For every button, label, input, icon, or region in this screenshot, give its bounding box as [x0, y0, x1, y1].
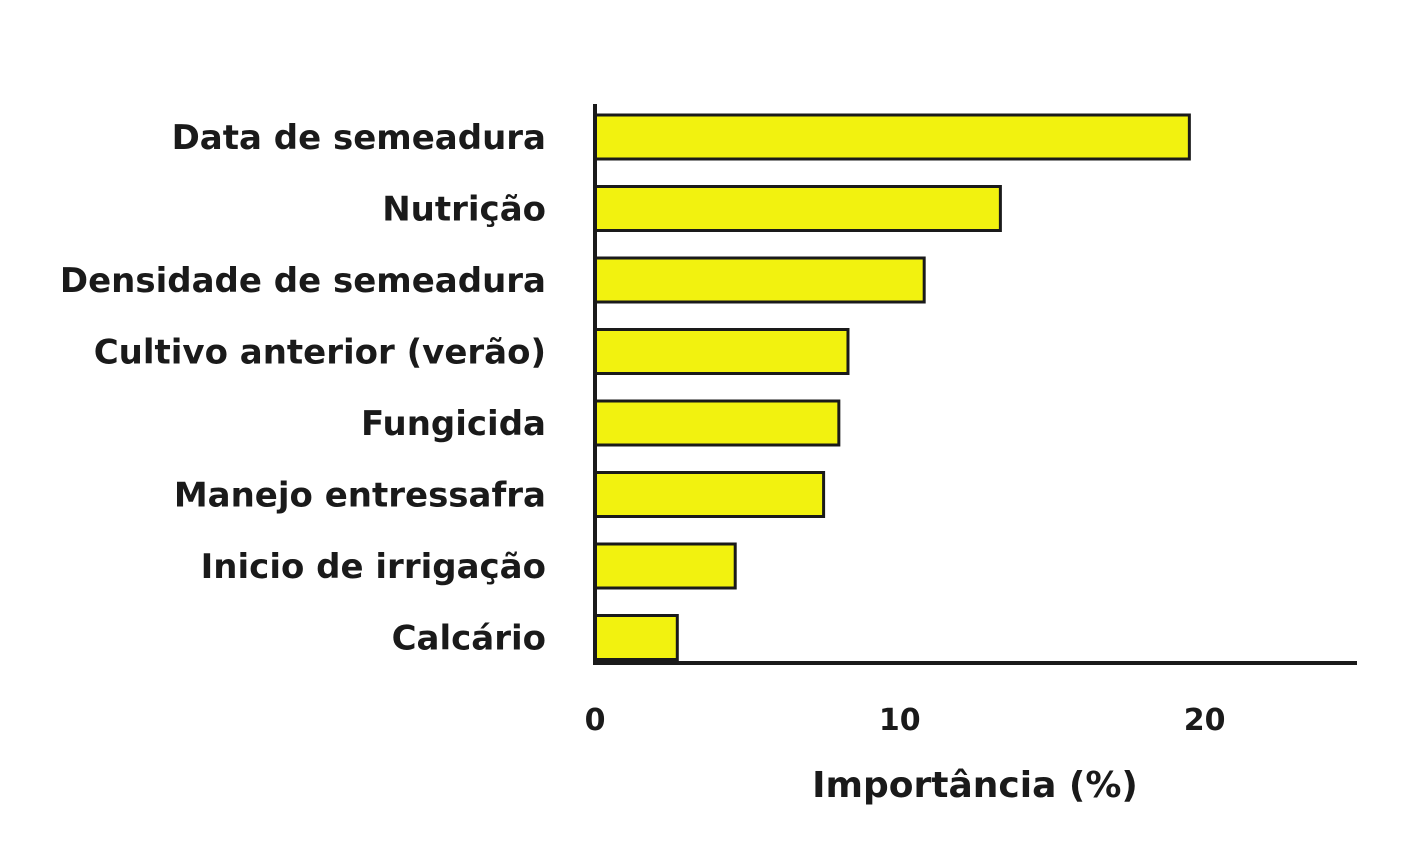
bar-2	[593, 185, 1002, 232]
category-label-7: Inicio de irrigação	[201, 547, 546, 587]
x-tick-label-10: 10	[879, 703, 921, 738]
bars-layer	[593, 113, 1191, 661]
category-labels: Data de semeadura Nutrição Densidade de se…	[60, 118, 546, 659]
category-label-2: Nutrição	[382, 190, 546, 230]
category-label-8: Calcário	[392, 619, 546, 659]
bar-6	[593, 471, 826, 518]
category-label-1: Data de semeadura	[172, 118, 546, 158]
bar-7	[593, 542, 737, 590]
category-label-4: Cultivo anterior (verão)	[94, 333, 546, 373]
bar-8	[593, 614, 679, 661]
bar-5	[593, 399, 841, 447]
x-tick-label-20: 20	[1184, 703, 1226, 738]
bar-1	[593, 113, 1191, 161]
bar-3	[593, 256, 926, 304]
bar-4	[593, 328, 850, 375]
x-tick-label-0: 0	[585, 703, 606, 738]
category-label-6: Manejo entressafra	[174, 476, 546, 516]
category-label-5: Fungicida	[361, 404, 546, 444]
x-tick-labels: 0 10 20	[585, 703, 1226, 738]
category-label-3: Densidade de semeadura	[60, 261, 546, 301]
x-axis-title: Importância (%)	[812, 765, 1138, 806]
